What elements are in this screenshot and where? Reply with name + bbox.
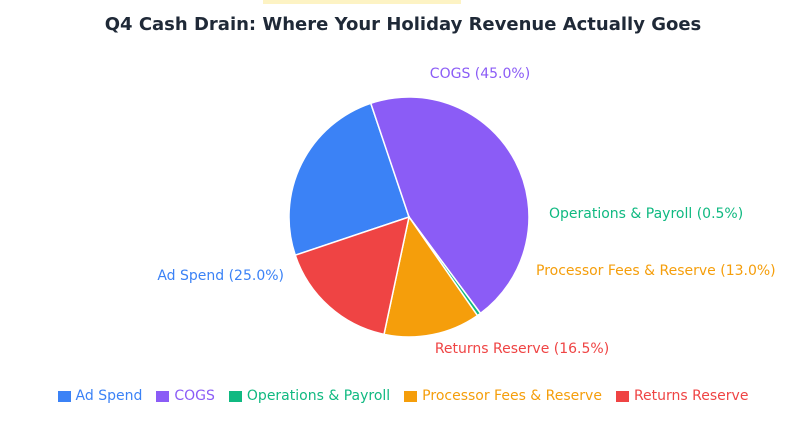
legend-item-operations-and-payroll[interactable]: Operations & Payroll	[228, 388, 391, 404]
pie-slice-cogs	[369, 96, 530, 315]
pie-slice-returns-reserve	[294, 215, 411, 336]
chart-title: Q4 Cash Drain: Where Your Holiday Revenu…	[104, 14, 702, 35]
legend-swatch	[615, 390, 629, 402]
legend-swatch	[228, 390, 242, 402]
chart-legend: Ad Spend COGS Operations & Payroll Processo…	[0, 388, 806, 404]
slice-label-processor-fees-and-reserve: Processor Fees & Reserve (13.0%)	[536, 263, 776, 279]
slice-label-ad-spend: Ad Spend (25.0%)	[157, 268, 284, 284]
legend-label: Ad Spend	[75, 388, 143, 404]
legend-item-cogs[interactable]: COGS	[156, 388, 215, 404]
pie-slice-ad-spend	[288, 102, 410, 257]
top-accent-bar	[263, 0, 461, 4]
slice-label-cogs: COGS (45.0%)	[430, 66, 530, 82]
legend-item-ad-spend[interactable]: Ad Spend	[57, 388, 143, 404]
legend-label: Processor Fees & Reserve	[422, 388, 602, 404]
legend-label: Returns Reserve	[633, 388, 749, 404]
legend-swatch	[57, 390, 71, 402]
legend-swatch	[404, 390, 418, 402]
legend-label: COGS	[174, 388, 215, 404]
slice-label-returns-reserve: Returns Reserve (16.5%)	[435, 341, 609, 357]
legend-item-returns-reserve[interactable]: Returns Reserve	[615, 388, 749, 404]
slice-label-operations-and-payroll: Operations & Payroll (0.5%)	[549, 206, 743, 222]
legend-label: Operations & Payroll	[246, 388, 391, 404]
legend-item-processor-fees-and-reserve[interactable]: Processor Fees & Reserve	[404, 388, 602, 404]
legend-swatch	[156, 390, 170, 402]
pie-slice-processor-fees-and-reserve	[383, 215, 479, 338]
